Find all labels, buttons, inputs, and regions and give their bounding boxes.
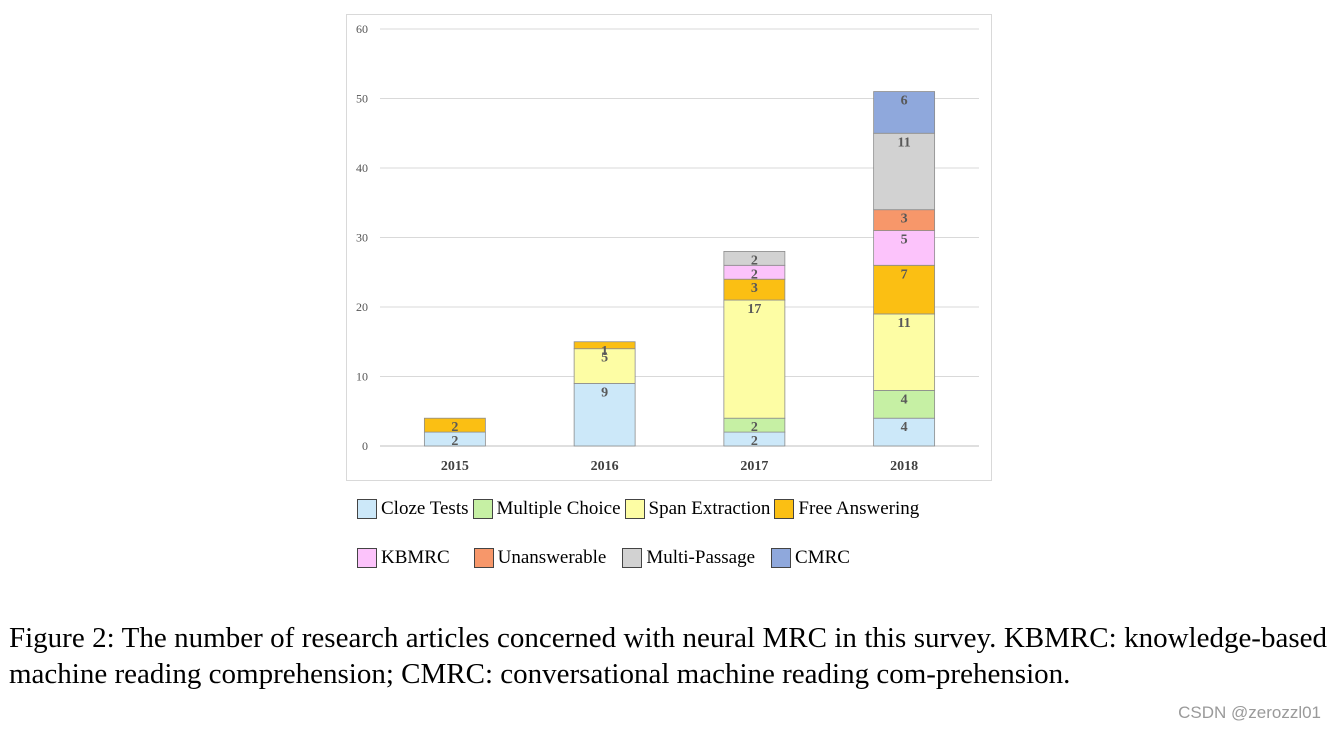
bar-segment (573, 383, 636, 447)
x-tick-label: 2018 (890, 459, 918, 474)
y-tick-label: 0 (362, 439, 368, 453)
y-tick-label: 30 (356, 231, 368, 245)
legend-item-multiple-choice: Multiple Choice (472, 498, 621, 520)
bar-segment (573, 348, 636, 384)
chart-frame: 0 10 20 30 40 50 60 2 2 2015 9 5 1 2016 2 2 17 3 2 2 2017 4 4 1… (346, 14, 992, 481)
data-label: 4 (901, 420, 908, 435)
bar-segment (873, 417, 936, 447)
bar-segment (873, 132, 936, 211)
data-label: 11 (898, 316, 911, 331)
legend-label: Multiple Choice (496, 498, 621, 519)
legend-label: CMRC (795, 547, 850, 568)
stacked-bar-chart: 0102030405060222015951201622173222017441… (356, 22, 979, 474)
legend-label: Free Answering (798, 498, 920, 519)
legend-label: Multi-Passage (646, 547, 756, 568)
y-tick-label: 40 (356, 161, 368, 175)
x-tick-label: 2015 (441, 459, 469, 474)
legend-item-free-answering: Free Answering (774, 498, 919, 520)
y-tick-label: 50 (356, 92, 368, 106)
legend-swatch (774, 499, 795, 519)
legend-swatch (771, 548, 792, 568)
data-label: 9 (601, 385, 608, 400)
data-label: 17 (747, 302, 761, 317)
legend-swatch (624, 499, 645, 519)
legend-swatch (357, 548, 377, 568)
legend-item-cmrc: CMRC (771, 547, 850, 569)
data-label: 7 (901, 267, 908, 282)
y-tick-label: 20 (356, 300, 368, 314)
legend-label: Unanswerable (497, 547, 607, 568)
legend-swatch (473, 548, 494, 568)
x-tick-label: 2017 (740, 459, 768, 474)
data-label: 6 (901, 94, 908, 109)
y-tick-label: 10 (356, 370, 368, 384)
bar-segment (873, 264, 936, 315)
data-label: 2 (751, 267, 758, 282)
data-label: 2 (751, 434, 758, 449)
legend-label: Span Extraction (648, 498, 771, 519)
legend-label: KBMRC (381, 547, 450, 568)
legend-row-2: KBMRC Unanswerable Multi-Passage CMRC (357, 547, 854, 569)
legend-item-span-extraction: Span Extraction (624, 498, 771, 520)
bar-segment (723, 250, 786, 266)
legend-item-multi-passage: Multi-Passage (622, 547, 767, 569)
legend-label: Cloze Tests (381, 498, 469, 519)
data-label: 2 (751, 420, 758, 435)
bar-segment (573, 341, 636, 350)
data-label: 3 (751, 281, 758, 296)
data-label: 2 (451, 420, 458, 435)
legend-swatch (357, 499, 377, 519)
bar-segment (873, 230, 936, 266)
data-label: 2 (751, 253, 758, 268)
data-label: 5 (601, 351, 608, 366)
bar-segment (873, 313, 936, 391)
watermark: CSDN @zerozzl01 (1178, 703, 1321, 722)
data-label: 2 (451, 434, 458, 449)
legend-item-unanswerable: Unanswerable (473, 547, 619, 569)
legend-item-cloze-tests: Cloze Tests (357, 498, 469, 520)
legend-swatch (472, 499, 493, 519)
data-label: 5 (901, 233, 908, 248)
data-label: 1 (601, 344, 608, 359)
bar-segment (423, 417, 486, 433)
figure-caption: Figure 2: The number of research article… (9, 622, 1327, 690)
data-label: 4 (901, 392, 908, 407)
legend-row-1: Cloze Tests Multiple Choice Span Extract… (357, 498, 923, 520)
y-tick-label: 60 (356, 22, 368, 36)
data-label: 11 (898, 135, 911, 150)
bar-segment (873, 91, 936, 134)
legend-item-kbmrc: KBMRC (357, 547, 470, 569)
legend-swatch (622, 548, 643, 568)
bar-segment (723, 299, 786, 419)
x-tick-label: 2016 (591, 459, 619, 474)
data-label: 3 (901, 212, 908, 227)
